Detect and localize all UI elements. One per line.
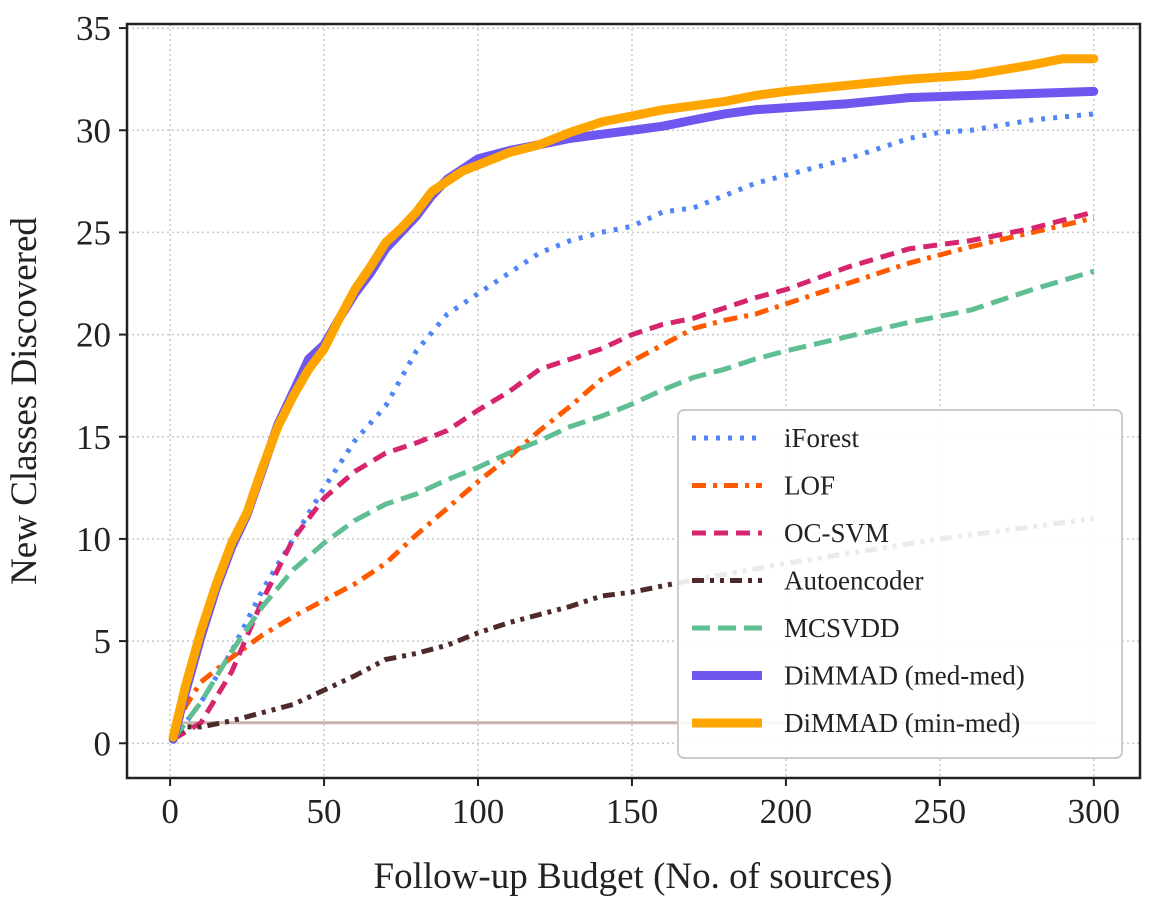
x-tick-label: 50 bbox=[307, 792, 342, 831]
y-tick-label: 20 bbox=[76, 316, 111, 355]
x-tick-label: 100 bbox=[452, 792, 505, 831]
series-line-dimmad-min-med bbox=[168, 54, 1099, 742]
y-tick-label: 25 bbox=[76, 213, 111, 252]
y-axis-ticks: 0 5 10 15 20 25 30 35 bbox=[76, 9, 127, 763]
legend-label-iforest: iForest bbox=[784, 423, 860, 453]
y-tick-label: 10 bbox=[76, 520, 111, 559]
legend-label-lof: LOF bbox=[784, 471, 835, 501]
legend-label-mcsvdd: MCSVDD bbox=[784, 613, 900, 643]
y-axis-label: New Classes Discovered bbox=[4, 217, 45, 585]
x-axis-ticks: 0 50 100 150 200 250 300 bbox=[161, 778, 1120, 831]
x-tick-label: 150 bbox=[606, 792, 659, 831]
x-tick-label: 250 bbox=[914, 792, 967, 831]
x-tick-label: 300 bbox=[1068, 792, 1121, 831]
series-line-mcsvdd bbox=[171, 268, 1095, 741]
series-line-iforest bbox=[171, 111, 1095, 741]
x-tick-label: 0 bbox=[161, 792, 179, 831]
y-tick-label: 30 bbox=[76, 111, 111, 150]
legend-label-oc-svm: OC-SVM bbox=[784, 518, 889, 548]
legend: iForest LOF OC-SVM Autoencoder MCSVDD DiMMAD … bbox=[677, 409, 1123, 759]
legend-box bbox=[677, 409, 1123, 759]
series-line-lof bbox=[170, 215, 1095, 741]
y-tick-label: 15 bbox=[76, 418, 111, 457]
y-tick-label: 35 bbox=[76, 9, 111, 48]
legend-label-dimmad-min-med: DiMMAD (min-med) bbox=[784, 708, 1020, 738]
x-tick-label: 200 bbox=[760, 792, 813, 831]
series-line-oc-svm bbox=[171, 209, 1095, 742]
legend-label-autoencoder: Autoencoder bbox=[784, 566, 923, 596]
series-lines bbox=[168, 54, 1099, 744]
y-tick-label: 5 bbox=[94, 622, 112, 661]
plot-frame bbox=[125, 22, 1142, 780]
y-tick-label: 0 bbox=[94, 724, 112, 763]
legend-label-dimmad-med-med: DiMMAD (med-med) bbox=[784, 661, 1025, 691]
x-axis-label: Follow-up Budget (No. of sources) bbox=[374, 856, 893, 897]
